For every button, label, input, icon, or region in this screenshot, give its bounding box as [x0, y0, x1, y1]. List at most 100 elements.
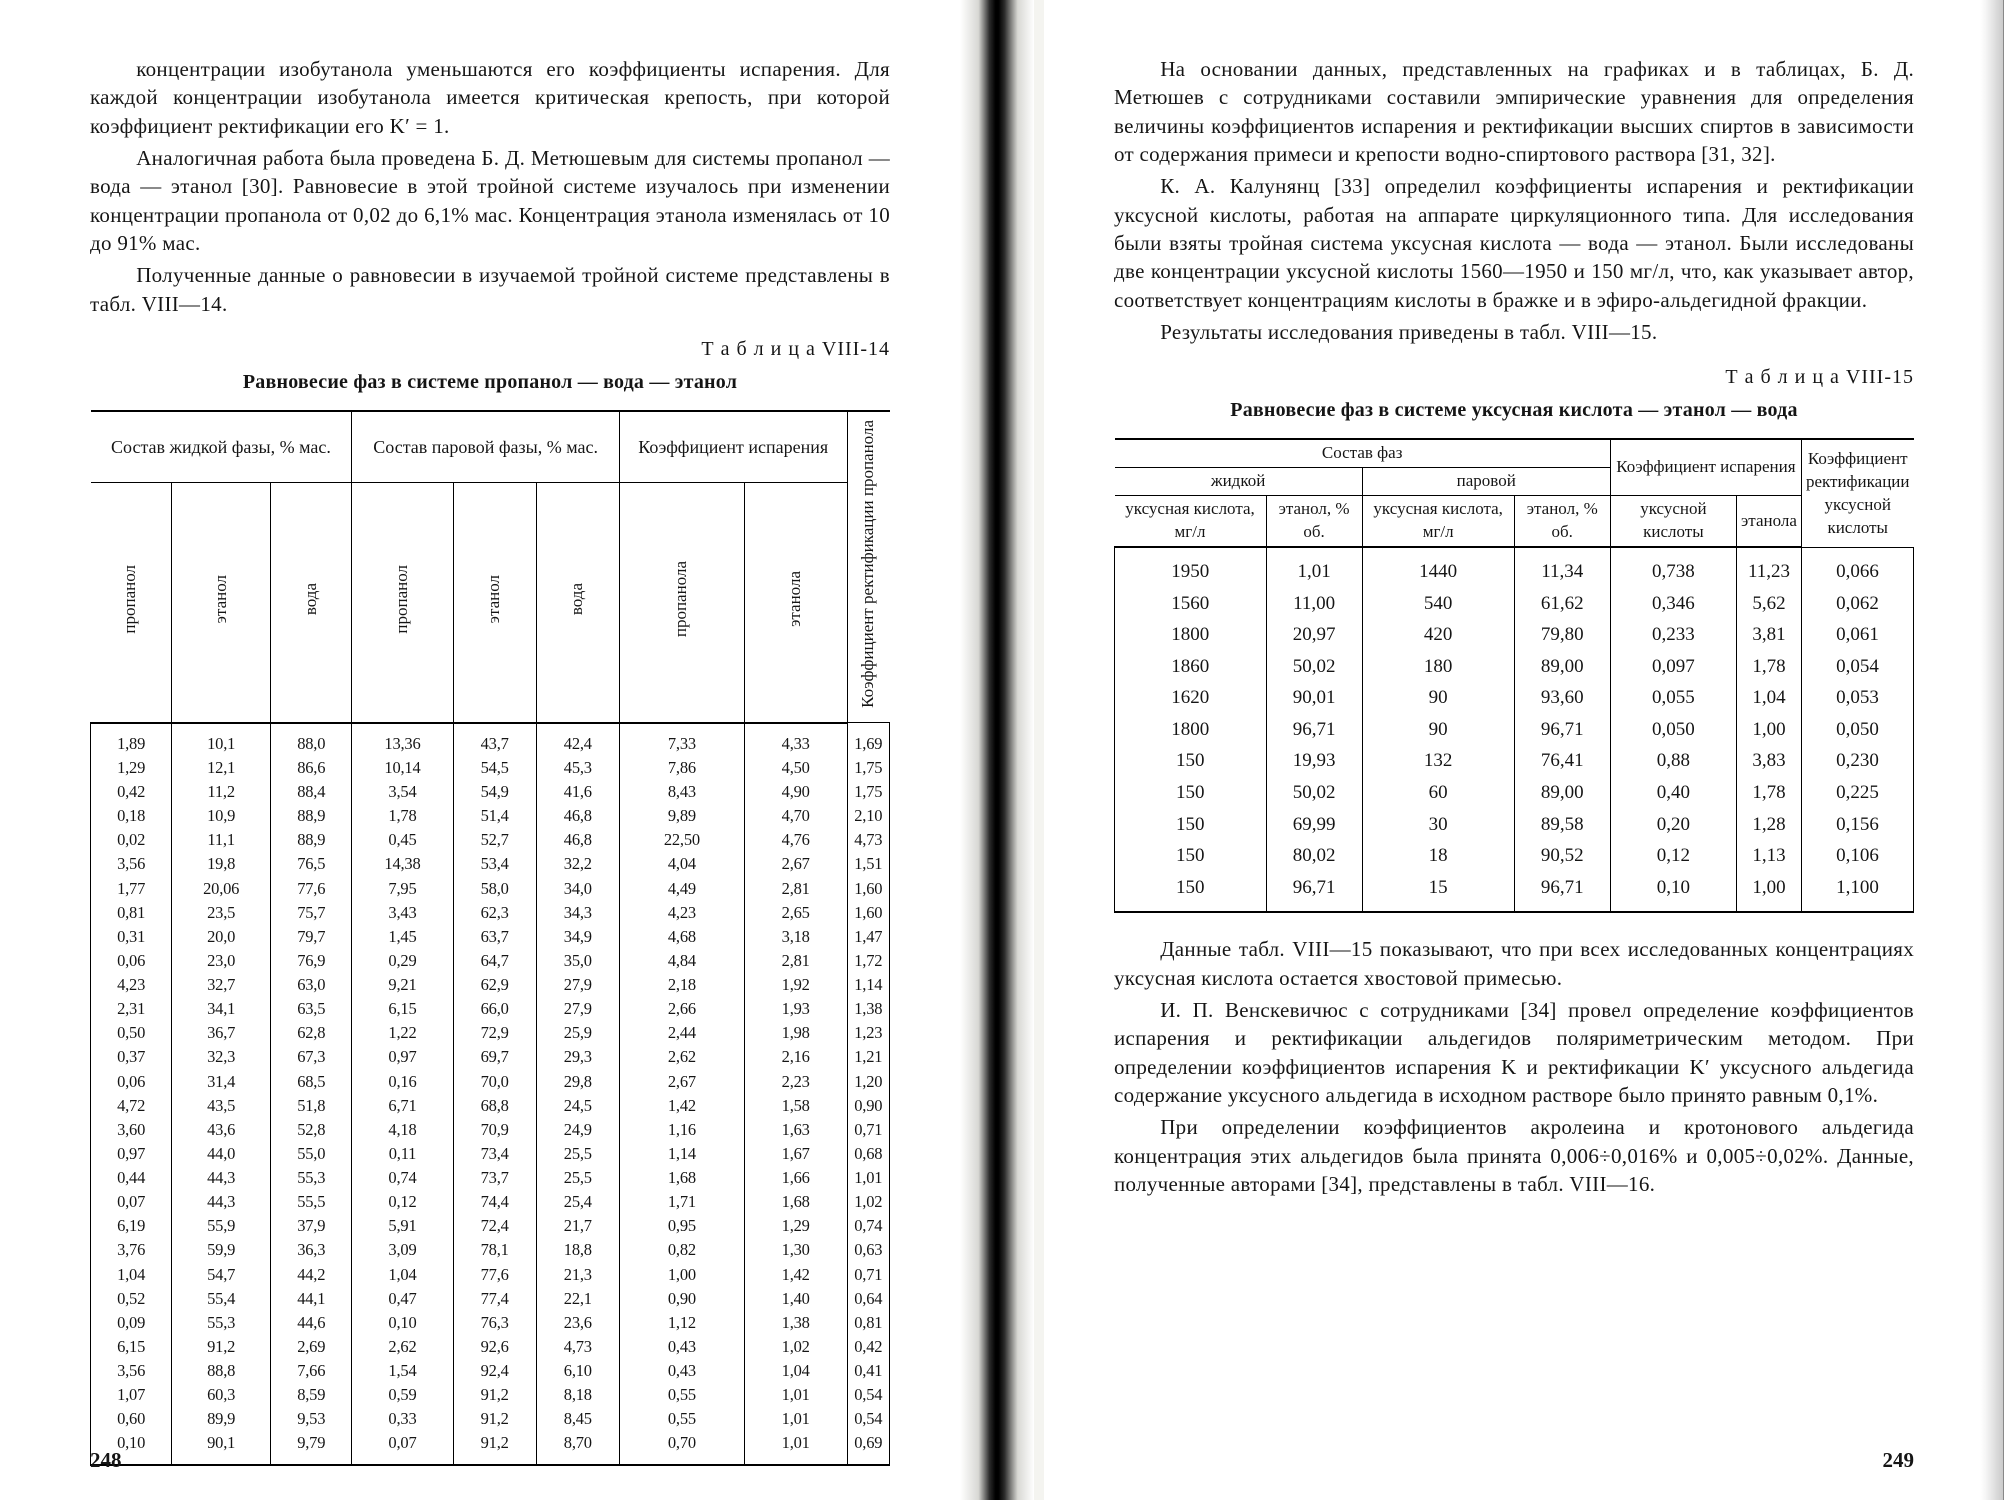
table-cell: 4,72: [91, 1094, 172, 1118]
table-cell: 44,2: [271, 1263, 352, 1287]
col-header: вода: [536, 483, 619, 723]
table-cell: 1,69: [847, 723, 889, 756]
table-cell: 77,6: [453, 1263, 536, 1287]
table-cell: 2,31: [91, 997, 172, 1021]
table-cell: 0,81: [847, 1311, 889, 1335]
table-cell: 0,71: [847, 1118, 889, 1142]
page-number: 249: [1883, 1446, 1915, 1474]
table-cell: 4,33: [744, 723, 847, 756]
table-cell: 1,75: [847, 780, 889, 804]
table-row: 15019,9313276,410,883,830,230: [1115, 745, 1914, 777]
table-cell: 4,04: [619, 852, 744, 876]
paragraph: Данные табл. VIII—15 показывают, что при…: [1114, 935, 1914, 992]
table-cell: 76,9: [271, 949, 352, 973]
table-cell: 77,6: [271, 877, 352, 901]
table-cell: 50,02: [1266, 777, 1362, 809]
table-cell: 0,33: [352, 1407, 453, 1431]
table-cell: 23,6: [536, 1311, 619, 1335]
table-cell: 92,6: [453, 1335, 536, 1359]
table-cell: 2,44: [619, 1021, 744, 1045]
table-cell: 90,01: [1266, 682, 1362, 714]
table-cell: 88,9: [271, 804, 352, 828]
col-header: Коэффициент ректификации пропанола: [847, 411, 889, 723]
table-cell: 1,68: [619, 1166, 744, 1190]
table-cell: 1,01: [847, 1166, 889, 1190]
table-row: 0,4444,355,30,7473,725,51,681,661,01: [91, 1166, 890, 1190]
table-cell: 7,33: [619, 723, 744, 756]
table-cell: 1,67: [744, 1142, 847, 1166]
table-cell: 1,00: [1737, 872, 1802, 913]
table-cell: 60,3: [172, 1383, 271, 1407]
table-cell: 2,67: [619, 1070, 744, 1094]
table-cell: 3,60: [91, 1118, 172, 1142]
table-cell: 52,7: [453, 828, 536, 852]
table-cell: 52,8: [271, 1118, 352, 1142]
table-row: 0,9744,055,00,1173,425,51,141,670,68: [91, 1142, 890, 1166]
table-cell: 1,42: [744, 1263, 847, 1287]
table-cell: 8,18: [536, 1383, 619, 1407]
col-header: пропанол: [91, 483, 172, 723]
table-cell: 0,06: [91, 1070, 172, 1094]
table-row: 3,5688,87,661,5492,46,100,431,040,41: [91, 1359, 890, 1383]
table-row: 0,0211,188,90,4552,746,822,504,764,73: [91, 828, 890, 852]
table-cell: 3,18: [744, 925, 847, 949]
col-header: этанола: [1737, 496, 1802, 547]
paragraph: Результаты исследования приведены в табл…: [1114, 318, 1914, 346]
table-cell: 0,97: [352, 1045, 453, 1069]
col-header: уксусной кислоты: [1610, 496, 1736, 547]
table-cell: 88,0: [271, 723, 352, 756]
table-cell: 91,2: [453, 1431, 536, 1464]
table-cell: 54,7: [172, 1263, 271, 1287]
table-cell: 540: [1362, 588, 1514, 620]
table-cell: 1620: [1115, 682, 1267, 714]
table-cell: 0,16: [352, 1070, 453, 1094]
table-cell: 53,4: [453, 852, 536, 876]
table-cell: 4,23: [91, 973, 172, 997]
table-cell: 68,8: [453, 1094, 536, 1118]
table-cell: 1,20: [847, 1070, 889, 1094]
table-row: 1,0454,744,21,0477,621,31,001,420,71: [91, 1263, 890, 1287]
table-row: 1,7720,0677,67,9558,034,04,492,811,60: [91, 877, 890, 901]
table-cell: 54,5: [453, 756, 536, 780]
table-row: 4,2332,763,09,2162,927,92,181,921,14: [91, 973, 890, 997]
col-group: жидкой: [1115, 468, 1363, 496]
table-row: 1,0760,38,590,5991,28,180,551,010,54: [91, 1383, 890, 1407]
table-label: Т а б л и ц а VIII-14: [90, 336, 890, 363]
table-cell: 43,6: [172, 1118, 271, 1142]
table-cell: 0,10: [352, 1311, 453, 1335]
table-row: 3,6043,652,84,1870,924,91,161,630,71: [91, 1118, 890, 1142]
table-cell: 0,43: [619, 1335, 744, 1359]
table-cell: 60: [1362, 777, 1514, 809]
table-cell: 0,50: [91, 1021, 172, 1045]
table-cell: 0,41: [847, 1359, 889, 1383]
table-cell: 2,18: [619, 973, 744, 997]
table-row: 180096,719096,710,0501,000,050: [1115, 714, 1914, 746]
table-cell: 29,8: [536, 1070, 619, 1094]
table-cell: 6,10: [536, 1359, 619, 1383]
table-cell: 2,69: [271, 1335, 352, 1359]
table-cell: 93,60: [1514, 682, 1610, 714]
table-cell: 1,51: [847, 852, 889, 876]
col-header: пропанола: [619, 483, 744, 723]
col-group: паровой: [1362, 468, 1610, 496]
table-cell: 22,1: [536, 1287, 619, 1311]
paragraph: концентрации изобутанола уменьшаются его…: [90, 55, 890, 140]
table-cell: 36,7: [172, 1021, 271, 1045]
table-row: 6,1955,937,95,9172,421,70,951,290,74: [91, 1214, 890, 1238]
table-cell: 88,8: [172, 1359, 271, 1383]
table-row: 0,3732,367,30,9769,729,32,622,161,21: [91, 1045, 890, 1069]
table-cell: 0,09: [91, 1311, 172, 1335]
table-cell: 1,07: [91, 1383, 172, 1407]
table-cell: 1,04: [352, 1263, 453, 1287]
table-cell: 0,97: [91, 1142, 172, 1166]
table-cell: 4,49: [619, 877, 744, 901]
col-header: этанол, % об.: [1266, 496, 1362, 547]
table-cell: 1,04: [1737, 682, 1802, 714]
table-cell: 19,93: [1266, 745, 1362, 777]
table-cell: 90,52: [1514, 840, 1610, 872]
table-cell: 89,00: [1514, 651, 1610, 683]
table-cell: 0,90: [619, 1287, 744, 1311]
table-cell: 1,21: [847, 1045, 889, 1069]
table-cell: 1,78: [1737, 651, 1802, 683]
table-cell: 1,47: [847, 925, 889, 949]
